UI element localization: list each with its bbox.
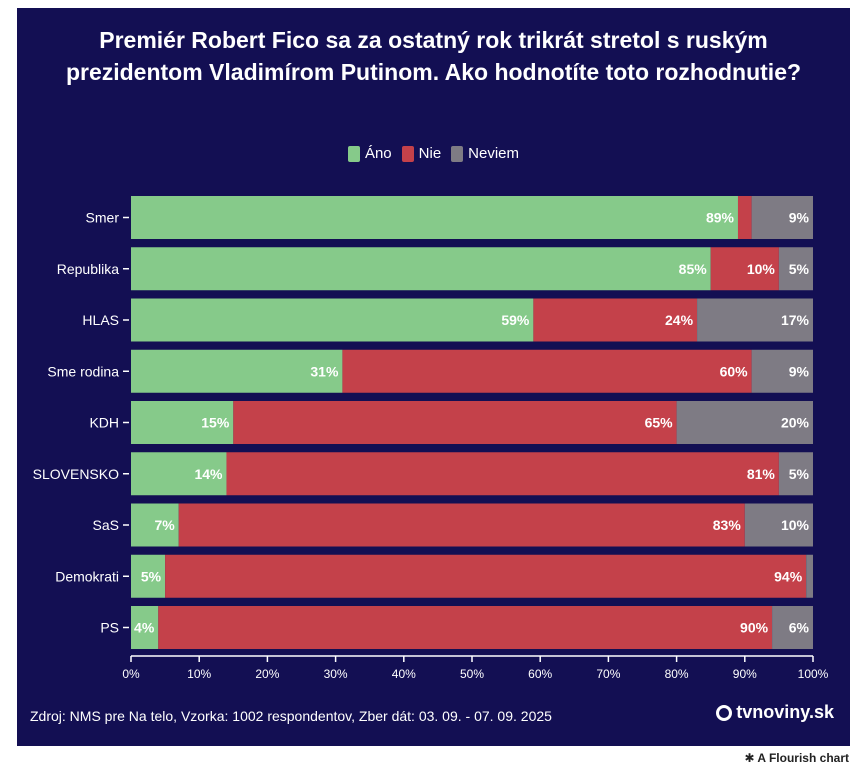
x-tick-label: 50% <box>460 667 484 681</box>
bar-segment <box>131 452 227 496</box>
bar-segment <box>131 554 166 598</box>
bar-segment <box>131 503 179 547</box>
bar-segment <box>226 452 779 496</box>
data-label: 10% <box>747 261 776 277</box>
data-label: 9% <box>789 210 810 226</box>
bar-segment <box>751 349 813 393</box>
bar-segment <box>697 298 813 342</box>
bar-segment <box>533 298 698 342</box>
data-label: 14% <box>194 466 223 482</box>
data-label: 60% <box>720 363 749 379</box>
data-label: 6% <box>789 620 810 636</box>
category-label: Demokrati <box>55 568 119 584</box>
data-label: 9% <box>789 363 810 379</box>
data-label: 81% <box>747 466 776 482</box>
bar-segment <box>676 401 813 444</box>
bar-segment <box>131 401 234 444</box>
legend-item-0[interactable]: Áno <box>347 145 392 162</box>
data-label: 7% <box>155 517 176 533</box>
legend: Áno Nie Neviem <box>17 145 850 162</box>
data-label: 20% <box>781 415 810 431</box>
x-tick-label: 90% <box>733 667 757 681</box>
brand-mark-icon <box>716 704 733 721</box>
bar-segment <box>131 247 711 291</box>
bar-segment <box>165 554 807 598</box>
brand-name: tvnoviny.sk <box>736 702 834 722</box>
bar-chart: Smer 89% 9% Republika 85% 10% 5% HLAS 59% 24% 17% S… <box>33 196 829 681</box>
category-label: Sme rodina <box>47 363 119 379</box>
flourish-asterisk-icon: ✱ <box>744 751 758 765</box>
x-tick-label: 80% <box>665 667 689 681</box>
bar-segment <box>131 298 534 342</box>
x-tick-label: 100% <box>798 667 829 681</box>
data-label: 90% <box>740 620 769 636</box>
bar-segment <box>342 349 752 393</box>
legend-swatch <box>401 145 414 162</box>
category-label: HLAS <box>82 312 119 328</box>
chart-title: Premiér Robert Fico sa za ostatný rok tr… <box>65 27 802 85</box>
data-label: 59% <box>501 312 530 328</box>
source-note: Zdroj: NMS pre Na telo, Vzorka: 1002 res… <box>30 708 552 724</box>
category-label: SaS <box>93 517 119 533</box>
legend-item-2[interactable]: Neviem <box>451 145 519 162</box>
category-label: Republika <box>57 261 119 277</box>
legend-label: Áno <box>364 145 392 162</box>
data-label: 83% <box>713 517 742 533</box>
bar-segment <box>737 196 752 239</box>
bar-segment <box>131 606 159 649</box>
bar-segment <box>751 196 813 239</box>
category-label: KDH <box>89 415 119 431</box>
data-label: 5% <box>789 261 810 277</box>
bar-segment <box>744 503 813 547</box>
data-label: 24% <box>665 312 694 328</box>
x-tick-label: 60% <box>528 667 552 681</box>
legend-swatch <box>347 145 360 162</box>
bar-segment <box>158 606 773 649</box>
data-label: 17% <box>781 312 810 328</box>
x-tick-label: 30% <box>324 667 348 681</box>
legend-label: Nie <box>418 145 442 162</box>
data-label: 15% <box>201 415 230 431</box>
category-label: Smer <box>86 210 120 226</box>
flourish-credit[interactable]: ✱ A Flourish chart <box>744 751 849 765</box>
x-tick-label: 40% <box>392 667 416 681</box>
legend-label: Neviem <box>468 145 520 162</box>
brand-logo[interactable]: tvnoviny.sk <box>716 702 834 723</box>
x-tick-label: 0% <box>122 667 140 681</box>
x-tick-label: 10% <box>187 667 211 681</box>
bar-segment <box>131 196 738 239</box>
category-label: SLOVENSKO <box>33 466 119 482</box>
chart-card: Premiér Robert Fico sa za ostatný rok tr… <box>17 8 850 746</box>
category-label: PS <box>100 620 119 636</box>
data-label: 94% <box>774 568 803 584</box>
legend-swatch <box>451 145 464 162</box>
bar-segment <box>131 349 343 393</box>
flourish-credit-text: A Flourish chart <box>757 751 849 765</box>
bar-segment <box>233 401 677 444</box>
data-label: 85% <box>679 261 708 277</box>
data-label: 5% <box>141 568 162 584</box>
data-label: 10% <box>781 517 810 533</box>
legend-item-1[interactable]: Nie <box>401 145 442 162</box>
x-tick-label: 70% <box>596 667 620 681</box>
data-label: 31% <box>310 363 339 379</box>
bar-segment <box>806 554 813 598</box>
bar-segment <box>178 503 745 547</box>
bar-segment <box>778 247 813 291</box>
data-label: 4% <box>134 620 155 636</box>
bar-segment <box>710 247 779 291</box>
data-label: 89% <box>706 210 735 226</box>
x-tick-label: 20% <box>255 667 279 681</box>
bar-segment <box>772 606 813 649</box>
data-label: 5% <box>789 466 810 482</box>
data-label: 65% <box>645 415 674 431</box>
bar-segment <box>778 452 813 496</box>
